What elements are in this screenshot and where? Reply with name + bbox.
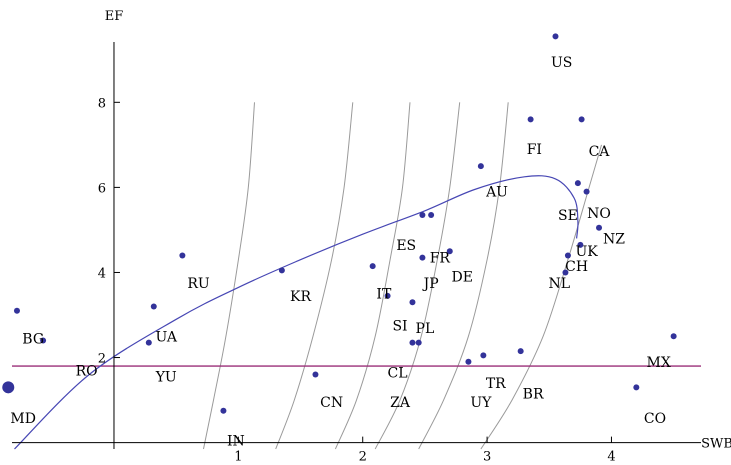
y-tick-label: 4 [98,266,106,281]
x-tick-label: 3 [483,450,491,465]
label-kr: KR [290,289,311,305]
point-uy [465,358,472,365]
point-cn [312,371,319,378]
x-tick-label: 1 [234,450,242,465]
y-tick-label: 6 [98,181,106,196]
label-nl: NL [548,276,570,292]
y-axis-title: EF [105,9,124,24]
label-fr: FR [430,251,451,267]
point-fi [527,116,534,123]
label-ca: CA [589,144,611,160]
label-cl: CL [388,365,408,381]
x-axis-title: SWB [701,437,731,452]
label-ua: UA [155,329,177,345]
point-fr [428,212,435,219]
point-kr [278,267,285,274]
point-es [419,212,426,219]
indifference-curve [275,102,354,450]
point-ua [150,303,157,310]
point-au [477,163,484,170]
point-co [633,384,640,391]
label-md: MD [10,411,36,427]
data-points [2,33,677,414]
point-jp [419,254,426,261]
point-mx [670,333,677,340]
point-ro [40,337,47,344]
label-au: AU [485,185,508,201]
point-it [369,263,376,270]
trend-curve [14,175,579,450]
indifference-curve [334,102,411,450]
label-bg: BG [22,331,44,347]
label-co: CO [644,411,666,427]
indifference-curve [203,102,255,450]
point-se [574,180,581,187]
point-de [446,248,453,255]
y-tick-label: 8 [98,96,106,111]
label-uk: UK [575,244,598,260]
point-br [517,348,524,355]
label-ro: RO [76,363,98,379]
point-ru [179,252,186,259]
label-ch: CH [565,259,588,275]
label-in: IN [227,433,245,449]
point-tr [480,352,487,359]
point-uk [577,241,584,248]
label-se: SE [558,208,578,224]
label-us: US [551,55,572,71]
label-tr: TR [486,376,506,392]
indifference-curve [418,102,509,450]
point-md [2,381,15,394]
label-de: DE [451,270,472,286]
trend-line [14,175,579,450]
point-nl [562,269,569,276]
point-no [583,188,590,195]
point-bg [13,307,20,314]
point-ca [578,116,585,123]
label-nz: NZ [603,231,625,247]
point-si [384,292,391,299]
indifference-curve [374,102,461,450]
point-pl [409,299,416,306]
label-mx: MX [647,355,671,371]
label-pl: PL [416,321,435,337]
point-za [415,339,422,346]
point-ch [564,252,571,259]
label-za: ZA [390,395,411,411]
label-jp: JP [422,276,439,292]
label-es: ES [396,238,416,254]
label-cn: CN [320,395,343,411]
y-tick-label: 2 [98,352,106,367]
point-nz [596,224,603,231]
ticks: 1 2 3 4 2 4 6 8 [98,96,616,464]
label-no: NO [587,206,611,222]
label-ru: RU [187,276,210,292]
label-uy: UY [470,395,492,411]
point-yu [145,339,152,346]
label-yu: YU [155,370,177,386]
point-us [552,33,559,40]
point-in [220,407,227,414]
indifference-curves [203,102,602,450]
axes [12,42,701,449]
x-tick-label: 4 [607,450,615,465]
label-it: IT [376,287,392,303]
label-fi: FI [527,142,542,158]
x-tick-label: 2 [359,450,367,465]
indifference-curve [480,144,602,450]
point-cl [409,339,416,346]
label-br: BR [523,387,544,403]
label-si: SI [392,319,407,335]
